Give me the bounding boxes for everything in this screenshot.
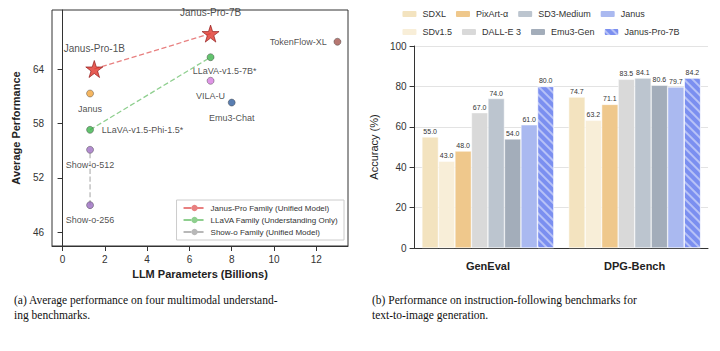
svg-text:84.2: 84.2 (686, 69, 700, 76)
svg-text:80.6: 80.6 (653, 76, 667, 83)
svg-text:10: 10 (268, 254, 280, 265)
svg-text:84.1: 84.1 (636, 69, 650, 76)
svg-text:2: 2 (102, 254, 108, 265)
svg-text:20: 20 (395, 202, 407, 213)
svg-text:SD3-Medium: SD3-Medium (538, 9, 591, 19)
svg-text:43.0: 43.0 (440, 152, 454, 159)
html-text:(b) Performance on instruction: (b) Performance on instruction-following… (372, 294, 637, 306)
svg-text:12: 12 (311, 254, 323, 265)
svg-text:Emu3-Chat: Emu3-Chat (209, 113, 255, 123)
svg-text:SDv1.5: SDv1.5 (422, 27, 452, 37)
svg-text:67.0: 67.0 (473, 104, 487, 111)
svg-text:4: 4 (144, 254, 150, 265)
svg-text:Janus: Janus (78, 104, 103, 114)
svg-text:80: 80 (395, 81, 407, 92)
svg-text:LLM Parameters (Billions): LLM Parameters (Billions) (132, 268, 268, 280)
svg-text:52: 52 (33, 172, 45, 183)
svg-text:GenEval: GenEval (466, 260, 510, 272)
svg-text:40: 40 (395, 162, 407, 173)
svg-text:DALL-E 3: DALL-E 3 (482, 27, 521, 37)
svg-text:60: 60 (395, 121, 407, 132)
svg-text:Show-o-256: Show-o-256 (66, 215, 115, 225)
svg-text:Show-o-512: Show-o-512 (66, 160, 115, 170)
html-text:text-to-image generation.: text-to-image generation. (372, 309, 489, 321)
svg-text:63.2: 63.2 (587, 111, 601, 118)
svg-text:8: 8 (229, 254, 235, 265)
svg-text:55.0: 55.0 (423, 128, 437, 135)
svg-text:80.0: 80.0 (539, 77, 553, 84)
svg-text:Janus-Pro-7B: Janus-Pro-7B (180, 7, 241, 18)
svg-text:Average Performance: Average Performance (10, 71, 22, 184)
svg-text:LLaVA Family (Understanding On: LLaVA Family (Understanding Only) (211, 216, 338, 225)
svg-text:TokenFlow-XL: TokenFlow-XL (270, 37, 327, 47)
svg-text:LLaVA-v1.5-Phi-1.5*: LLaVA-v1.5-Phi-1.5* (102, 125, 184, 135)
svg-text:PixArt-α: PixArt-α (476, 9, 508, 19)
svg-text:83.5: 83.5 (620, 70, 634, 77)
svg-text:61.0: 61.0 (522, 116, 536, 123)
svg-text:79.7: 79.7 (669, 78, 683, 85)
svg-text:0: 0 (401, 243, 407, 254)
svg-text:6: 6 (187, 254, 193, 265)
svg-text:64: 64 (33, 64, 45, 75)
svg-text:100: 100 (390, 41, 407, 52)
html-text:(a) Average performance on fou: (a) Average performance on four multimod… (14, 294, 278, 306)
svg-text:71.1: 71.1 (603, 95, 617, 102)
html-text:ing benchmarks.: ing benchmarks. (14, 309, 90, 321)
svg-text:Janus: Janus (621, 9, 646, 19)
svg-text:SDXL: SDXL (422, 9, 446, 19)
svg-text:Emu3-Gen: Emu3-Gen (551, 27, 595, 37)
svg-text:VILA-U: VILA-U (196, 91, 225, 101)
svg-text:Accuracy (%): Accuracy (%) (368, 114, 380, 179)
svg-text:54.0: 54.0 (506, 130, 520, 137)
svg-text:74.7: 74.7 (570, 88, 584, 95)
svg-text:DPG-Bench: DPG-Bench (604, 260, 665, 272)
svg-text:Janus-Pro Family (Unified Mode: Janus-Pro Family (Unified Model) (211, 204, 330, 213)
svg-text:48.0: 48.0 (456, 142, 470, 149)
svg-text:LLaVA-v1.5-7B*: LLaVA-v1.5-7B* (193, 66, 257, 76)
svg-text:Janus-Pro-7B: Janus-Pro-7B (625, 27, 680, 37)
svg-text:0: 0 (60, 254, 66, 265)
svg-text:Show-o Family (Unified Model): Show-o Family (Unified Model) (211, 228, 321, 237)
svg-text:58: 58 (33, 118, 45, 129)
svg-text:Janus-Pro-1B: Janus-Pro-1B (64, 43, 125, 54)
svg-text:46: 46 (33, 227, 45, 238)
svg-text:74.0: 74.0 (489, 90, 503, 97)
